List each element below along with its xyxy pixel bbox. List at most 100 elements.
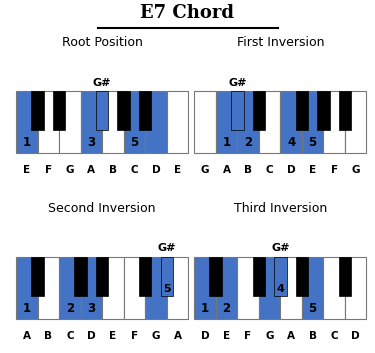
- Text: A: A: [222, 165, 231, 175]
- Text: E: E: [309, 165, 316, 175]
- Text: 1: 1: [23, 136, 31, 149]
- Bar: [345, 257, 366, 319]
- Text: 1: 1: [201, 302, 209, 315]
- Bar: [296, 257, 308, 296]
- Bar: [124, 91, 145, 153]
- Text: B: B: [244, 165, 252, 175]
- Text: D: D: [287, 165, 296, 175]
- Text: C: C: [66, 331, 74, 341]
- Bar: [194, 91, 216, 153]
- Bar: [323, 257, 345, 319]
- Text: 2: 2: [244, 136, 252, 149]
- Bar: [259, 91, 280, 153]
- Text: C: C: [130, 165, 138, 175]
- Bar: [210, 257, 222, 296]
- Bar: [302, 257, 323, 319]
- Text: 4: 4: [276, 283, 284, 293]
- Text: G: G: [351, 165, 360, 175]
- Text: Second Inversion: Second Inversion: [48, 202, 156, 215]
- Bar: [274, 257, 286, 296]
- Bar: [345, 91, 366, 153]
- Bar: [317, 91, 330, 130]
- Text: 2: 2: [66, 302, 74, 315]
- Text: 3: 3: [87, 302, 96, 315]
- Text: First Inversion: First Inversion: [237, 36, 324, 49]
- Bar: [259, 257, 280, 319]
- Bar: [280, 91, 302, 153]
- Bar: [96, 257, 108, 296]
- Text: 4: 4: [287, 136, 295, 149]
- Bar: [231, 91, 243, 130]
- Text: C: C: [330, 331, 338, 341]
- Text: A: A: [174, 331, 182, 341]
- Text: G#: G#: [93, 78, 111, 88]
- Text: Root Position: Root Position: [62, 36, 142, 49]
- Bar: [145, 91, 167, 153]
- Text: C: C: [266, 165, 273, 175]
- Bar: [117, 91, 130, 130]
- Bar: [296, 91, 308, 130]
- Text: E: E: [110, 331, 117, 341]
- Text: G: G: [265, 331, 274, 341]
- Text: D: D: [201, 331, 209, 341]
- Bar: [252, 257, 265, 296]
- Text: A: A: [23, 331, 31, 341]
- Text: E: E: [174, 165, 181, 175]
- Text: D: D: [152, 165, 160, 175]
- Text: G#: G#: [228, 78, 246, 88]
- Bar: [124, 257, 145, 319]
- Bar: [339, 91, 351, 130]
- Text: 1: 1: [222, 136, 231, 149]
- Bar: [38, 257, 59, 319]
- Bar: [16, 91, 38, 153]
- Text: E: E: [23, 165, 30, 175]
- Text: 1: 1: [23, 302, 31, 315]
- Text: 5: 5: [130, 136, 139, 149]
- Text: F: F: [45, 165, 52, 175]
- Bar: [194, 257, 216, 319]
- Bar: [59, 257, 81, 319]
- Bar: [237, 257, 259, 319]
- Bar: [280, 257, 302, 319]
- Bar: [252, 91, 265, 130]
- Bar: [102, 91, 124, 153]
- Text: 5: 5: [163, 283, 171, 293]
- Bar: [167, 91, 188, 153]
- Text: 2: 2: [222, 302, 231, 315]
- Text: B: B: [109, 165, 117, 175]
- Text: 5: 5: [309, 136, 317, 149]
- Text: F: F: [244, 331, 252, 341]
- Bar: [323, 91, 345, 153]
- Bar: [81, 257, 102, 319]
- Bar: [32, 257, 44, 296]
- Bar: [74, 257, 87, 296]
- Text: G: G: [66, 165, 74, 175]
- Bar: [167, 257, 188, 319]
- Text: E7 Chord: E7 Chord: [141, 4, 234, 22]
- Text: Third Inversion: Third Inversion: [234, 202, 327, 215]
- Bar: [139, 257, 152, 296]
- Text: B: B: [309, 331, 316, 341]
- Text: G#: G#: [271, 244, 290, 253]
- Text: B: B: [44, 331, 53, 341]
- Text: 3: 3: [87, 136, 96, 149]
- Text: D: D: [87, 331, 96, 341]
- Bar: [16, 257, 38, 319]
- Bar: [53, 91, 65, 130]
- Bar: [237, 91, 259, 153]
- Bar: [145, 257, 167, 319]
- Text: D: D: [351, 331, 360, 341]
- Text: G: G: [152, 331, 160, 341]
- Bar: [59, 91, 81, 153]
- Text: G#: G#: [158, 244, 176, 253]
- Bar: [139, 91, 152, 130]
- Bar: [81, 91, 102, 153]
- Bar: [102, 257, 124, 319]
- Bar: [302, 91, 323, 153]
- Bar: [32, 91, 44, 130]
- Bar: [38, 91, 59, 153]
- Text: G: G: [201, 165, 209, 175]
- Bar: [160, 257, 173, 296]
- Bar: [216, 91, 237, 153]
- Text: A: A: [87, 165, 95, 175]
